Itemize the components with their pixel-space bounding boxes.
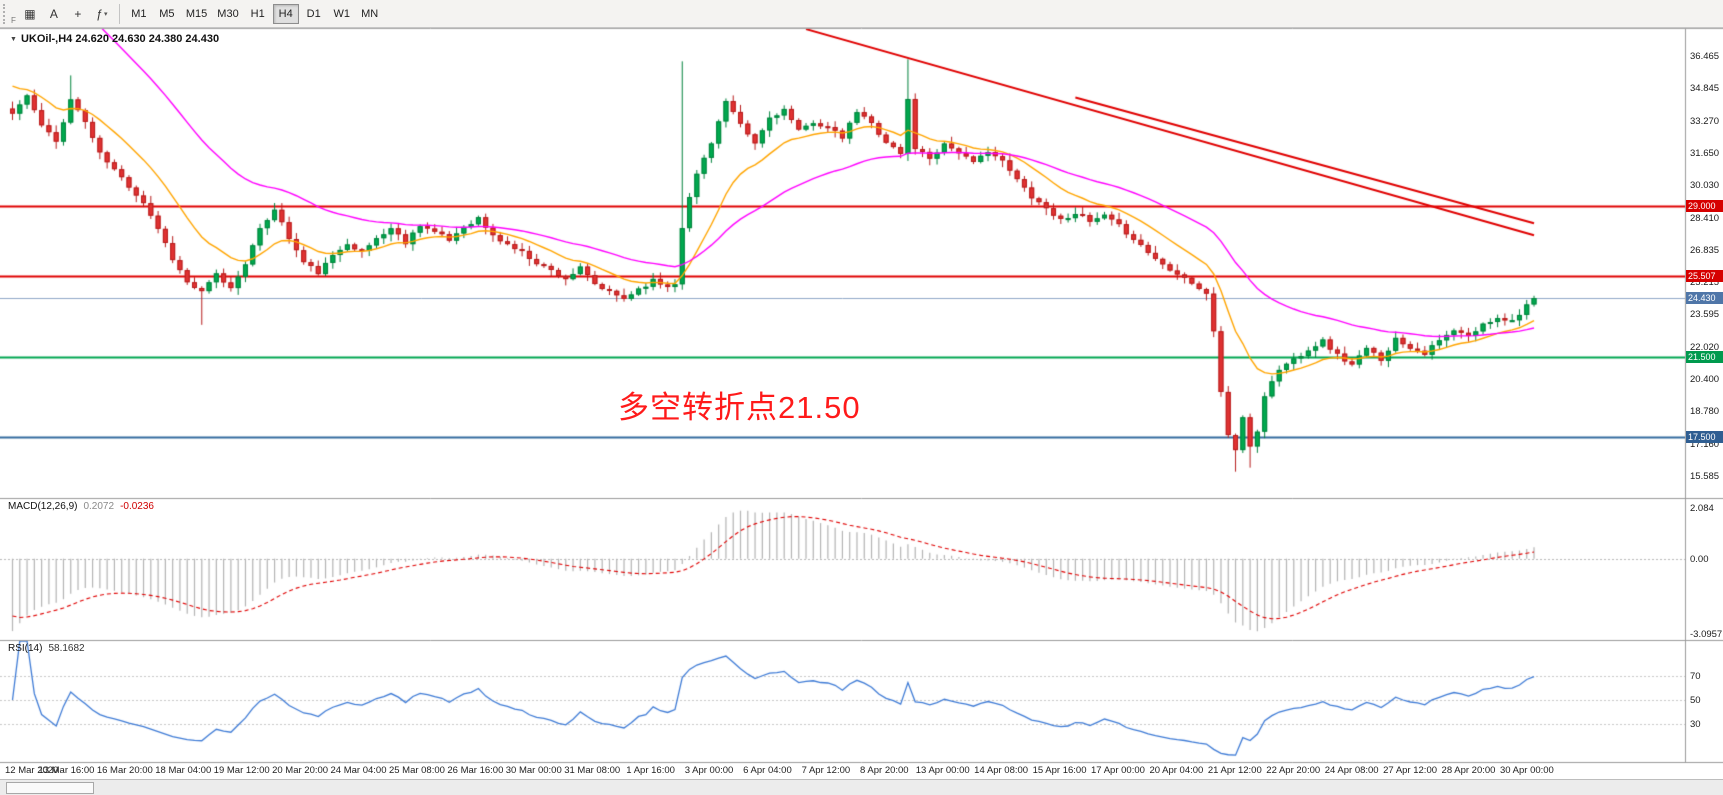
annotation-text: 多空转折点21.50 <box>618 390 861 425</box>
price-tag-21.500: 21.500 <box>1686 351 1723 364</box>
price-axis-label: 34.845 <box>1690 83 1720 95</box>
price-axis-label: 18.780 <box>1690 406 1720 418</box>
price-axis-label: 33.270 <box>1690 115 1720 127</box>
timeframe-button-m30[interactable]: M30 <box>217 7 239 20</box>
toolbar-separator <box>118 3 120 24</box>
timeframe-button-h4[interactable]: H4 <box>272 3 299 24</box>
cursor-mode-icon[interactable]: A <box>49 6 58 21</box>
timeframe-button-h1[interactable]: H1 <box>250 7 265 20</box>
price-axis-label: 17.160 <box>1690 438 1720 450</box>
timeframe-button-m15[interactable]: M15 <box>185 7 208 20</box>
new-chart-icon[interactable]: ▦ <box>24 6 36 21</box>
rsi-axis-label: 30 <box>1690 719 1701 730</box>
macd-axis-label: 0.00 <box>1690 553 1709 565</box>
time-axis-label: 6 Apr 04:00 <box>743 765 792 776</box>
time-axis-label: 30 Apr 00:00 <box>1499 765 1554 776</box>
macd-signal-value: -0.0236 <box>120 501 154 512</box>
terminal-tab[interactable] <box>6 782 94 794</box>
time-axis-label: 17 Apr 00:00 <box>1091 765 1145 776</box>
price-axis-label: 15.585 <box>1690 471 1720 482</box>
toolbar-grip[interactable] <box>3 3 9 24</box>
price-tag-24.430: 24.430 <box>1686 292 1723 305</box>
indicators-icon[interactable]: ƒ ▾ <box>96 6 108 21</box>
price-tag-25.507: 25.507 <box>1686 270 1723 283</box>
price-axis-label: 36.465 <box>1690 51 1720 62</box>
toolbar-letter-f: F <box>11 16 16 25</box>
time-axis-label: 31 Mar 08:00 <box>564 765 621 776</box>
rsi-axis-label: 50 <box>1690 695 1701 706</box>
time-axis-label: 12 Mar 2020 <box>5 765 59 776</box>
time-axis-label: 13 Apr 00:00 <box>915 765 970 776</box>
price-axis-label: 31.650 <box>1690 147 1720 159</box>
toolbar: F ▦ A + ƒ ▾ M1 M5 M15 M30 H1 H4 D1 W1 MN <box>0 0 1723 28</box>
time-axis-label: 14 Apr 08:00 <box>974 765 1029 776</box>
crosshair-icon[interactable]: + <box>74 6 82 21</box>
price-axis-label: 25.215 <box>1690 277 1720 289</box>
time-axis-label: 20 Apr 04:00 <box>1149 765 1204 776</box>
macd-axis-label: -3.0957 <box>1690 629 1723 640</box>
price-axis-label: 20.400 <box>1690 374 1720 386</box>
time-axis-label: 18 Mar 04:00 <box>155 765 212 776</box>
price-axis-label: 28.410 <box>1690 212 1720 224</box>
time-axis-label: 7 Apr 12:00 <box>801 765 851 776</box>
rsi-name: RSI(14) <box>8 643 43 654</box>
bottom-bar <box>0 779 1723 795</box>
time-axis-label: 13 Mar 16:00 <box>38 765 95 776</box>
time-axis-label: 1 Apr 16:00 <box>626 765 675 776</box>
timeframe-button-m1[interactable]: M1 <box>131 7 147 20</box>
time-axis-label: 19 Mar 12:00 <box>213 765 270 776</box>
symbol-label[interactable]: ▼ UKOil-,H4 24.620 24.630 24.380 24.430 <box>10 33 219 45</box>
price-tag-29.000: 29.000 <box>1686 200 1723 213</box>
timeframe-button-w1[interactable]: W1 <box>333 7 350 20</box>
time-axis-label: 30 Mar 00:00 <box>505 765 562 776</box>
macd-main-value: 0.2072 <box>83 501 115 512</box>
time-axis-label: 25 Mar 08:00 <box>388 765 445 776</box>
time-axis-label: 26 Mar 16:00 <box>447 765 504 776</box>
time-axis-label: 24 Mar 04:00 <box>330 765 387 776</box>
price-axis-label: 23.595 <box>1690 309 1720 321</box>
toolbar-icon-group: ▦ A + ƒ ▾ <box>18 3 114 25</box>
time-axis-label: 27 Apr 12:00 <box>1383 765 1438 776</box>
time-axis-label: 20 Mar 20:00 <box>272 765 329 776</box>
macd-axis-label: 2.084 <box>1690 503 1714 514</box>
time-axis-label: 28 Apr 20:00 <box>1441 765 1496 776</box>
price-axis-label: 22.020 <box>1690 341 1720 353</box>
rsi-label: RSI(14) 58.1682 <box>8 643 85 654</box>
time-axis-label: 24 Apr 08:00 <box>1324 765 1379 776</box>
timeframe-button-mn[interactable]: MN <box>361 7 379 20</box>
timeframe-button-d1[interactable]: D1 <box>306 7 321 20</box>
timeframe-button-m5[interactable]: M5 <box>159 7 175 20</box>
time-axis-label: 16 Mar 20:00 <box>96 765 153 776</box>
rsi-axis-label: 70 <box>1690 671 1701 682</box>
time-axis-label: 8 Apr 20:00 <box>859 765 909 776</box>
time-axis-label: 22 Apr 20:00 <box>1266 765 1321 776</box>
time-axis-label: 3 Apr 00:00 <box>684 765 734 776</box>
macd-label: MACD(12,26,9) 0.2072 -0.0236 <box>8 501 154 512</box>
chevron-down-icon: ▾ <box>103 10 108 18</box>
symbol-ohlc-text: UKOil-,H4 24.620 24.630 24.380 24.430 <box>20 33 220 45</box>
price-tag-17.500: 17.500 <box>1686 431 1723 444</box>
rsi-value: 58.1682 <box>48 643 85 654</box>
symbol-dropdown-icon: ▼ <box>10 35 17 43</box>
timeframe-group: M1 M5 M15 M30 H1 H4 D1 W1 MN <box>125 3 384 24</box>
time-axis-label: 15 Apr 16:00 <box>1032 765 1087 776</box>
price-axis-label: 30.030 <box>1690 180 1720 192</box>
macd-name: MACD(12,26,9) <box>8 501 78 512</box>
price-axis-label: 26.835 <box>1690 244 1720 256</box>
time-axis-label: 21 Apr 12:00 <box>1207 765 1262 776</box>
